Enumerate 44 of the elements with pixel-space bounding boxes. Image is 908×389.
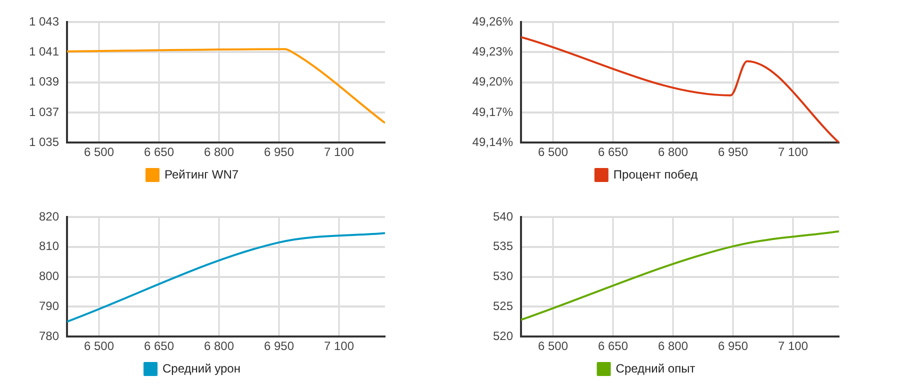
legend-label: Процент побед (613, 167, 698, 182)
y-tick-label: 1 035 (28, 134, 60, 149)
x-tick-label: 7 100 (324, 339, 354, 354)
y-tick-label: 540 (492, 209, 514, 224)
x-tick-label: 6 650 (598, 339, 628, 354)
y-tick-label: 820 (38, 209, 60, 224)
y-tick-label: 780 (38, 328, 60, 343)
x-tick-label: 6 500 (538, 145, 568, 160)
x-tick-label: 7 100 (778, 145, 808, 160)
x-tick-label: 6 650 (598, 145, 628, 160)
y-tick-label: 49,20% (472, 74, 514, 89)
x-tick-label: 6 950 (718, 339, 748, 354)
y-tick-label: 535 (492, 239, 514, 254)
y-tick-label: 49,17% (472, 104, 514, 119)
legend-label: Рейтинг WN7 (164, 167, 239, 182)
x-tick-label: 6 950 (718, 145, 748, 160)
x-tick-label: 7 100 (324, 145, 354, 160)
x-tick-label: 6 800 (204, 145, 234, 160)
x-tick-label: 6 800 (658, 145, 688, 160)
y-tick-label: 1 043 (28, 14, 60, 28)
y-tick-label: 1 037 (28, 104, 60, 119)
y-tick-label: 49,26% (472, 14, 514, 28)
y-tick-label: 790 (38, 299, 60, 314)
x-tick-label: 6 500 (84, 145, 114, 160)
x-tick-label: 6 500 (538, 339, 568, 354)
y-tick-label: 520 (492, 328, 514, 343)
x-tick-label: 6 500 (84, 339, 114, 354)
x-tick-label: 7 100 (778, 339, 808, 354)
x-tick-label: 6 650 (144, 339, 174, 354)
y-tick-label: 49,14% (472, 134, 514, 149)
y-tick-label: 49,23% (472, 44, 514, 58)
y-tick-label: 1 041 (28, 44, 60, 58)
y-tick-label: 1 039 (28, 74, 60, 89)
legend-label: Средний опыт (616, 361, 696, 376)
legend-label: Средний урон (162, 361, 240, 376)
y-tick-label: 525 (492, 299, 514, 314)
x-tick-label: 6 800 (658, 339, 688, 354)
y-tick-label: 810 (38, 239, 60, 254)
y-tick-label: 530 (492, 269, 514, 284)
x-tick-label: 6 800 (204, 339, 234, 354)
x-tick-label: 6 950 (264, 145, 294, 160)
x-tick-label: 6 650 (144, 145, 174, 160)
x-tick-label: 6 950 (264, 339, 294, 354)
y-tick-label: 800 (38, 269, 60, 284)
